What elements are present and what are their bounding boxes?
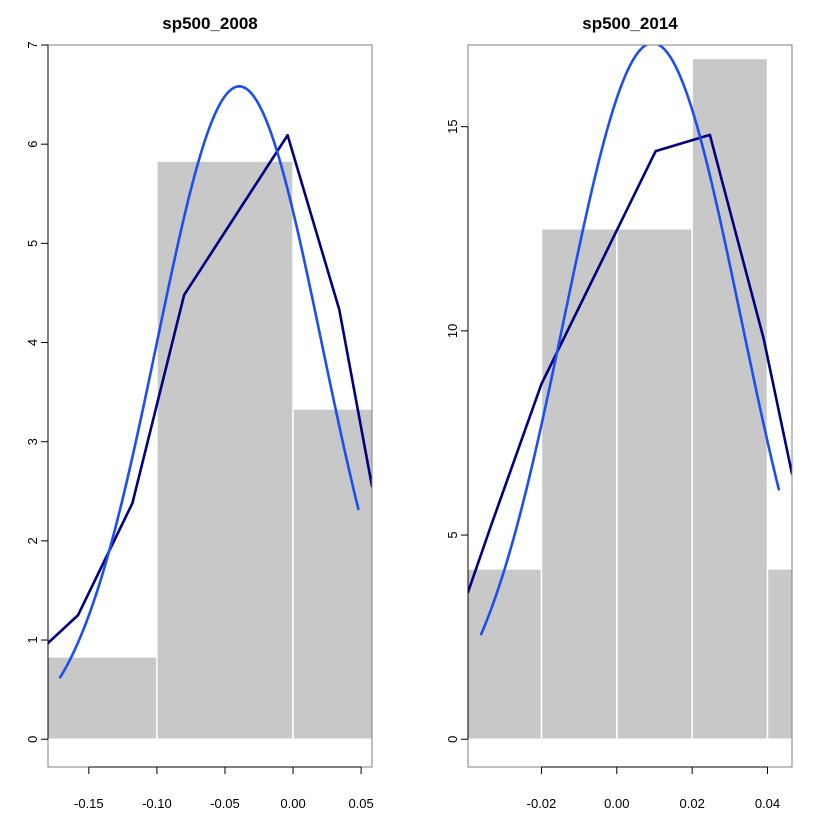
x-tick-label: 0.02 — [680, 796, 705, 811]
histogram-bar — [468, 568, 543, 740]
chart-title: sp500_2008 — [162, 14, 257, 33]
histogram-bar — [691, 57, 769, 740]
panel-2: -0.02 0.00 0.02 0.04 0 5 10 15 sp500_2014 — [445, 14, 793, 811]
x-tick-label: -0.02 — [527, 796, 557, 811]
y-tick-label: 0 — [445, 736, 460, 743]
y-tick-label: 0 — [25, 736, 40, 743]
histogram-bar — [616, 228, 693, 740]
histogram-bar — [48, 656, 158, 740]
x-tick-label: -0.10 — [142, 796, 172, 811]
y-tick-label: 1 — [25, 636, 40, 643]
x-tick-label: 0.00 — [604, 796, 629, 811]
y-tick-label: 6 — [25, 141, 40, 148]
y-tick-label: 15 — [445, 119, 460, 133]
normal-density-curve — [58, 85, 360, 679]
chart-title: sp500_2014 — [582, 14, 678, 33]
y-tick-label: 5 — [445, 531, 460, 538]
x-tick-label: -0.15 — [74, 796, 104, 811]
density-line — [48, 133, 372, 645]
x-tick-label: 0.00 — [280, 796, 305, 811]
normal-density-curve — [479, 45, 781, 636]
y-tick-label: 5 — [25, 240, 40, 247]
y-tick-label: 3 — [25, 438, 40, 445]
y-tick-label: 7 — [25, 41, 40, 48]
x-tick-label: 0.04 — [755, 796, 780, 811]
y-tick-label: 2 — [25, 537, 40, 544]
panel-1: -0.15 -0.10 -0.05 0.00 0.05 0 1 2 3 4 5 6 7 sp500_200… — [25, 14, 374, 811]
y-tick-label: 10 — [445, 324, 460, 338]
histogram-bar — [766, 568, 792, 740]
histogram-bar — [292, 408, 372, 740]
histogram — [48, 160, 372, 740]
x-tick-label: -0.05 — [210, 796, 240, 811]
y-tick-label: 4 — [25, 339, 40, 346]
histogram-bar — [156, 160, 294, 740]
x-tick-label: 0.05 — [348, 796, 373, 811]
histogram — [468, 57, 792, 740]
density-line — [468, 133, 792, 594]
histogram-bar — [540, 228, 618, 740]
